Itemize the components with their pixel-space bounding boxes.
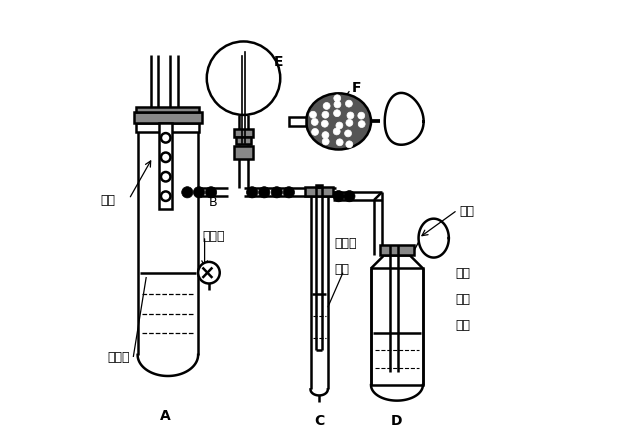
Circle shape xyxy=(347,113,354,120)
Circle shape xyxy=(334,95,341,102)
Text: 澄清石: 澄清石 xyxy=(334,237,357,250)
Circle shape xyxy=(322,139,329,146)
Text: 铜丝: 铜丝 xyxy=(101,193,116,206)
Circle shape xyxy=(333,191,344,202)
Text: 溶液: 溶液 xyxy=(455,318,470,331)
Bar xyxy=(316,185,322,187)
Circle shape xyxy=(334,102,341,108)
Circle shape xyxy=(193,187,204,198)
Circle shape xyxy=(336,140,343,146)
Text: 灰水: 灰水 xyxy=(334,262,349,275)
Circle shape xyxy=(322,132,329,139)
Text: F: F xyxy=(351,81,361,95)
Circle shape xyxy=(333,129,340,135)
Text: E: E xyxy=(274,55,283,69)
Circle shape xyxy=(309,112,317,119)
Bar xyxy=(137,108,199,113)
Bar xyxy=(134,113,202,123)
Text: 气球: 气球 xyxy=(460,204,474,217)
Circle shape xyxy=(247,187,258,198)
Circle shape xyxy=(336,123,343,130)
Bar xyxy=(234,147,253,160)
Circle shape xyxy=(345,131,351,138)
Bar xyxy=(289,118,306,126)
Text: 碳酸钙: 碳酸钙 xyxy=(202,230,225,243)
Circle shape xyxy=(345,101,352,108)
Text: B: B xyxy=(209,195,217,208)
Circle shape xyxy=(311,119,318,126)
Bar xyxy=(159,123,172,210)
Circle shape xyxy=(358,122,365,128)
Ellipse shape xyxy=(306,94,371,150)
Circle shape xyxy=(161,153,170,163)
Text: A: A xyxy=(160,408,171,422)
Circle shape xyxy=(358,113,365,120)
Text: C: C xyxy=(314,413,324,427)
Circle shape xyxy=(271,187,283,198)
Bar xyxy=(379,245,414,256)
Circle shape xyxy=(346,120,353,127)
Circle shape xyxy=(198,262,220,284)
Circle shape xyxy=(182,187,193,198)
Bar xyxy=(306,187,333,197)
Circle shape xyxy=(333,111,340,117)
Circle shape xyxy=(258,187,270,198)
Text: 稀硝酸: 稀硝酸 xyxy=(107,351,130,364)
Text: 化钠: 化钠 xyxy=(455,293,470,306)
Circle shape xyxy=(161,173,170,182)
Circle shape xyxy=(346,141,353,148)
Bar xyxy=(236,137,252,145)
Circle shape xyxy=(206,187,217,198)
Circle shape xyxy=(322,112,329,119)
Circle shape xyxy=(312,129,319,136)
Bar xyxy=(234,129,253,137)
Circle shape xyxy=(207,43,280,116)
Circle shape xyxy=(344,191,355,202)
Circle shape xyxy=(321,121,329,128)
Text: 氢氧: 氢氧 xyxy=(455,266,470,279)
Text: D: D xyxy=(391,413,402,427)
Circle shape xyxy=(161,192,170,201)
Circle shape xyxy=(283,187,294,198)
Bar xyxy=(371,269,423,385)
Bar xyxy=(137,123,199,133)
Circle shape xyxy=(323,103,330,110)
Polygon shape xyxy=(385,94,424,145)
Circle shape xyxy=(161,134,170,143)
Polygon shape xyxy=(419,219,449,258)
